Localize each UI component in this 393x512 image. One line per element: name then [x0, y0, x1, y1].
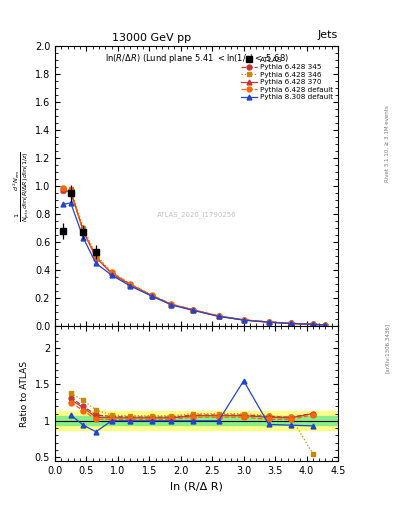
- Text: ATLAS_2020_I1790256: ATLAS_2020_I1790256: [157, 211, 236, 218]
- Y-axis label: $\frac{1}{N_\mathrm{jets}}\frac{d^2 N_\mathrm{em}}{d\ln(R/\Delta R)\,d\ln(1/z)}$: $\frac{1}{N_\mathrm{jets}}\frac{d^2 N_\m…: [11, 151, 32, 222]
- Text: Jets: Jets: [318, 31, 338, 40]
- Legend: ATLAS, Pythia 6.428 345, Pythia 6.428 346, Pythia 6.428 370, Pythia 6.428 defaul: ATLAS, Pythia 6.428 345, Pythia 6.428 34…: [240, 55, 334, 102]
- Y-axis label: Ratio to ATLAS: Ratio to ATLAS: [20, 360, 29, 426]
- Text: [arXiv:1306.3436]: [arXiv:1306.3436]: [385, 323, 389, 373]
- Text: 13000 GeV pp: 13000 GeV pp: [112, 33, 191, 42]
- X-axis label: ln (R/Δ R): ln (R/Δ R): [170, 481, 223, 491]
- Text: $\ln(R/\Delta R)$ (Lund plane 5.41 $<\ln(1/z)<$ 5.68): $\ln(R/\Delta R)$ (Lund plane 5.41 $<\ln…: [105, 52, 288, 65]
- Text: Rivet 3.1.10, ≥ 3.1M events: Rivet 3.1.10, ≥ 3.1M events: [385, 105, 389, 182]
